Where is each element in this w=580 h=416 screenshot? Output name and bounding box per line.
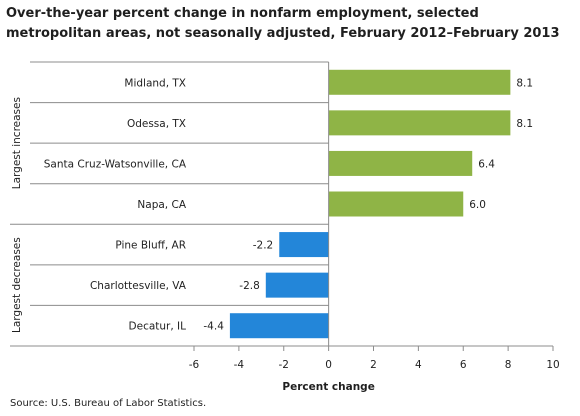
category-label: Odessa, TX bbox=[127, 118, 186, 130]
category-label: Decatur, IL bbox=[129, 321, 187, 333]
data-label: -4.4 bbox=[203, 321, 224, 333]
data-labels: 8.1 8.1 6.4 6.0 -2.2 -2.8 -4.4 bbox=[203, 77, 533, 332]
data-label: -2.2 bbox=[253, 240, 274, 252]
bar bbox=[328, 69, 511, 95]
x-tick-label: 4 bbox=[415, 359, 422, 371]
data-label: 6.4 bbox=[478, 158, 495, 170]
category-labels: Midland, TX Odessa, TX Santa Cruz-Watsonvi… bbox=[44, 77, 187, 332]
x-axis-title: Percent change bbox=[282, 381, 374, 393]
group-labels: Largest increases Largest decreases bbox=[11, 97, 23, 333]
category-label: Pine Bluff, AR bbox=[115, 240, 186, 252]
bar bbox=[328, 110, 511, 136]
data-label: 8.1 bbox=[516, 118, 533, 130]
data-label: -2.8 bbox=[239, 280, 260, 292]
x-tick-label: -4 bbox=[234, 359, 245, 371]
x-tick-label: 6 bbox=[460, 359, 467, 371]
bar bbox=[328, 150, 473, 176]
group-label: Largest decreases bbox=[11, 237, 23, 333]
data-label: 6.0 bbox=[469, 199, 486, 211]
chart-title: Over-the-year percent change in nonfarm … bbox=[6, 6, 560, 41]
category-label: Napa, CA bbox=[137, 199, 186, 211]
axes bbox=[193, 62, 554, 351]
x-tick-label: -6 bbox=[189, 359, 200, 371]
x-tick-label: 8 bbox=[505, 359, 512, 371]
data-label: 8.1 bbox=[516, 77, 533, 89]
bar bbox=[328, 191, 464, 217]
x-tick-label: 2 bbox=[370, 359, 377, 371]
bar bbox=[265, 272, 329, 298]
bars bbox=[229, 69, 511, 339]
category-label: Midland, TX bbox=[124, 77, 186, 89]
category-label: Santa Cruz-Watsonville, CA bbox=[44, 158, 187, 170]
x-tick-labels: -6 -4 -2 0 2 4 6 8 10 bbox=[189, 359, 560, 371]
bar bbox=[229, 313, 329, 339]
group-label: Largest increases bbox=[11, 97, 23, 189]
x-tick-label: -2 bbox=[279, 359, 289, 371]
x-tick-label: 10 bbox=[546, 359, 559, 371]
x-tick-label: 0 bbox=[325, 359, 332, 371]
category-label: Charlottesville, VA bbox=[90, 280, 187, 292]
bar bbox=[279, 232, 329, 258]
source-note: Source: U.S. Bureau of Labor Statistics. bbox=[10, 398, 207, 409]
